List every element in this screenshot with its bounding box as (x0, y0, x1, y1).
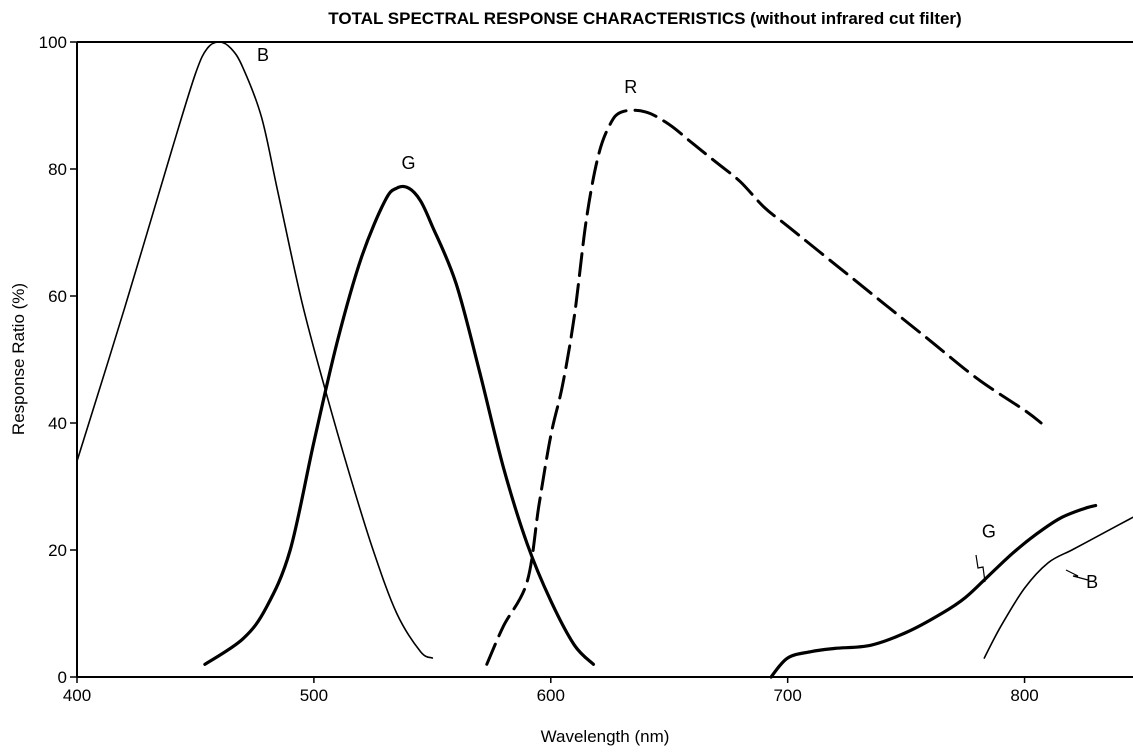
y-tick-label: 80 (48, 160, 67, 179)
curve-label-r-2: R (624, 77, 637, 97)
x-tick-label: 800 (1010, 686, 1038, 705)
curve-label-b-4: B (1086, 572, 1098, 592)
series-line-g-1 (203, 184, 595, 666)
y-tick-label: 0 (58, 668, 67, 687)
b-leader-mark (1065, 569, 1089, 581)
curve-label-g-1: G (402, 153, 416, 173)
series-group (76, 41, 1133, 679)
y-tick-label: 100 (39, 33, 67, 52)
x-tick-label: 400 (63, 686, 91, 705)
curve-label-g-3: G (982, 521, 996, 541)
series-line-b-4 (983, 516, 1133, 659)
y-tick-label: 20 (48, 541, 67, 560)
y-tick-label: 60 (48, 287, 67, 306)
series-line-b-0 (76, 41, 434, 659)
x-tick-label: 500 (300, 686, 328, 705)
x-tick-label: 700 (773, 686, 801, 705)
curve-label-b-0: B (257, 45, 269, 65)
y-axis-label: Response Ratio (%) (9, 283, 28, 435)
y-ticks: 0 20 40 60 80 100 (39, 33, 77, 687)
x-ticks: 400 500 600 700 800 (63, 677, 1039, 705)
g-leader-mark (975, 554, 986, 583)
chart-title: TOTAL SPECTRAL RESPONSE CHARACTERISTICS … (328, 9, 961, 28)
y-tick-label: 40 (48, 414, 67, 433)
x-axis-label: Wavelength (nm) (541, 727, 670, 746)
series-line-r-2 (485, 108, 1043, 666)
x-tick-label: 600 (537, 686, 565, 705)
series-line-g-3 (769, 503, 1098, 679)
annotation-group: B G R G B (257, 45, 1098, 592)
axes (76, 41, 1133, 678)
